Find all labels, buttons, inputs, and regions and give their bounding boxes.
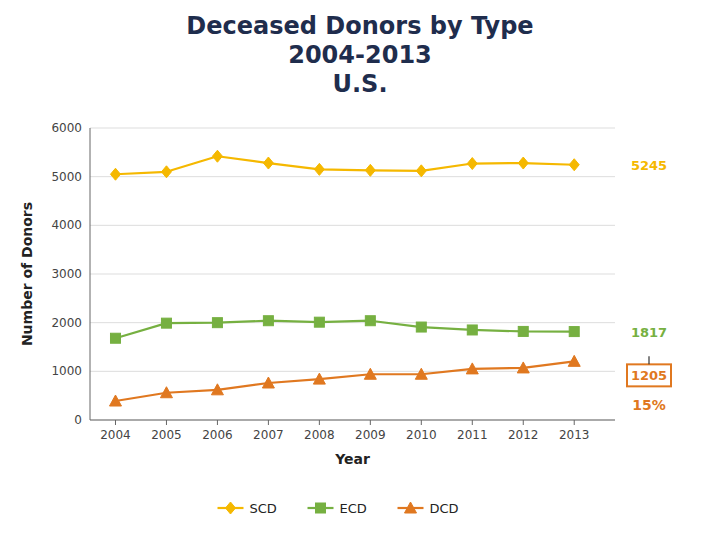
y-axis-line	[90, 128, 91, 420]
x-tick	[217, 420, 218, 425]
x-axis-line	[90, 420, 615, 421]
grid-line	[90, 128, 615, 129]
marker	[416, 165, 426, 177]
marker	[314, 317, 324, 327]
marker	[263, 157, 273, 169]
marker	[110, 333, 120, 343]
y-tick-label: 1000	[51, 364, 82, 378]
annotation: 1817	[631, 325, 667, 340]
title-line: 2004-2013	[288, 41, 432, 69]
annotation-box	[627, 364, 671, 386]
x-tick-label: 2009	[355, 428, 386, 442]
y-tick-label: 3000	[51, 267, 82, 281]
marker	[517, 362, 529, 373]
marker	[365, 164, 375, 176]
plot-area	[109, 150, 580, 406]
y-axis-label: Number of Donors	[19, 202, 35, 346]
grid-line	[90, 371, 615, 372]
x-tick-label: 2004	[100, 428, 131, 442]
marker	[212, 318, 222, 328]
series-line	[115, 156, 574, 174]
title: Deceased Donors by Type2004-2013U.S.	[186, 12, 533, 98]
marker	[415, 368, 427, 379]
y-tick-label: 2000	[51, 316, 82, 330]
series-line	[115, 321, 574, 339]
title-line: U.S.	[332, 70, 387, 98]
marker	[568, 355, 580, 366]
grid-line	[90, 225, 615, 226]
y-tick-label: 4000	[51, 218, 82, 232]
x-tick-label: 2010	[406, 428, 437, 442]
legend: SCD ECD DCD	[218, 501, 459, 516]
legend-marker	[316, 503, 326, 513]
marker	[161, 318, 171, 328]
x-tick	[574, 420, 575, 425]
annotation: 1205	[631, 368, 667, 383]
marker	[211, 384, 223, 395]
annotation-arrow	[648, 356, 649, 364]
marker	[212, 150, 222, 162]
y-tick-label: 0	[74, 413, 82, 427]
grid	[90, 128, 615, 420]
marker	[416, 322, 426, 332]
marker	[110, 168, 120, 180]
marker	[161, 166, 171, 178]
y-tick-label: 6000	[51, 121, 82, 135]
marker	[467, 158, 477, 170]
x-tick	[523, 420, 524, 425]
grid-line	[90, 176, 615, 177]
marker	[364, 368, 376, 379]
x-tick-label: 2007	[253, 428, 284, 442]
x-tick	[370, 420, 371, 425]
x-tick	[115, 420, 116, 425]
legend-label: DCD	[430, 501, 459, 516]
marker	[569, 327, 579, 337]
legend-marker	[226, 502, 236, 514]
x-tick	[472, 420, 473, 425]
title-line: Deceased Donors by Type	[186, 12, 533, 40]
grid-line	[90, 420, 615, 421]
marker	[365, 316, 375, 326]
marker	[518, 157, 528, 169]
marker	[313, 373, 325, 384]
marker	[314, 163, 324, 175]
x-tick-label: 2006	[202, 428, 233, 442]
marker	[263, 316, 273, 326]
x-tick	[268, 420, 269, 425]
chart: Deceased Donors by Type2004-2013U.S. 0 100…	[0, 0, 720, 540]
marker	[160, 387, 172, 398]
x-tick	[166, 420, 167, 425]
x-tick-label: 2005	[151, 428, 182, 442]
marker	[569, 159, 579, 171]
marker	[466, 363, 478, 374]
x-axis-label: Year	[334, 451, 370, 467]
marker	[518, 326, 528, 336]
annotation: 5245	[631, 158, 667, 173]
legend-label: ECD	[340, 501, 367, 516]
x-tick-label: 2011	[457, 428, 488, 442]
marker	[109, 395, 121, 406]
marker	[262, 377, 274, 388]
legend-label: SCD	[250, 501, 277, 516]
x-tick-label: 2013	[559, 428, 590, 442]
x-tick-label: 2012	[508, 428, 539, 442]
legend-marker	[405, 502, 417, 513]
marker	[467, 325, 477, 335]
x-tick	[319, 420, 320, 425]
annotation: 15%	[632, 397, 666, 413]
x-tick-label: 2008	[304, 428, 335, 442]
x-tick	[421, 420, 422, 425]
y-tick-label: 5000	[51, 170, 82, 184]
grid-line	[90, 274, 615, 275]
series-line	[115, 361, 574, 401]
